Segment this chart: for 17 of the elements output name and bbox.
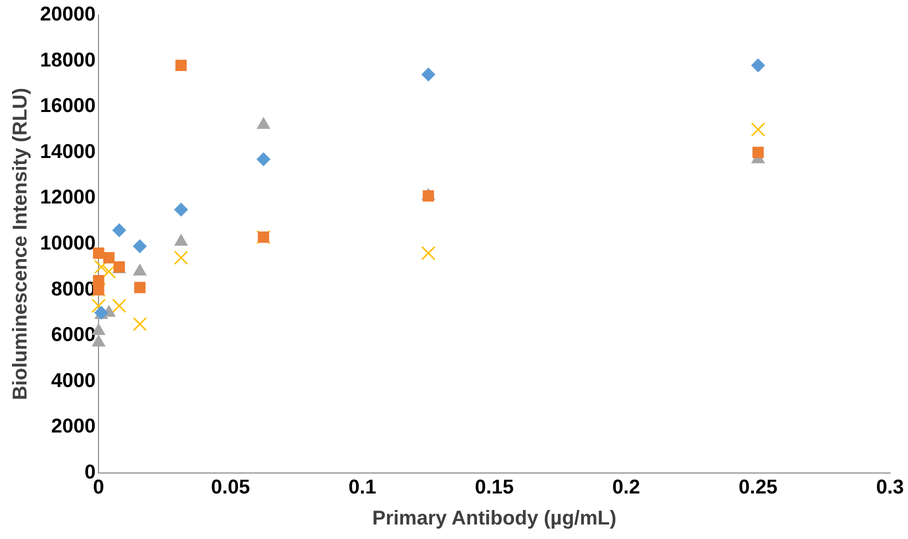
y-tick-label: 4000 <box>51 370 96 392</box>
y-tick-label: 20000 <box>40 4 96 26</box>
y-tick-label: 16000 <box>40 95 96 118</box>
y-tick-label: 6000 <box>51 324 96 346</box>
y-tick-label: 18000 <box>40 49 96 72</box>
x-tick-label: 0.15 <box>474 476 514 499</box>
y-tick-label: 14000 <box>40 140 96 163</box>
y-axis-title: Bioluminescence Intensity (RLU) <box>10 88 32 400</box>
x-tick-label: 0.3 <box>876 476 904 499</box>
y-tick-label: 12000 <box>40 186 96 209</box>
x-tick-label: 0.25 <box>738 476 778 499</box>
x-tick-label: 0.05 <box>211 476 250 499</box>
x-tick-label: 0.1 <box>348 476 376 499</box>
x-tick-label: 0.2 <box>612 476 640 499</box>
x-axis-title: Primary Antibody (µg/mL) <box>372 508 616 530</box>
y-tick-label: 10000 <box>40 232 96 255</box>
y-tick-label: 2000 <box>51 416 96 438</box>
